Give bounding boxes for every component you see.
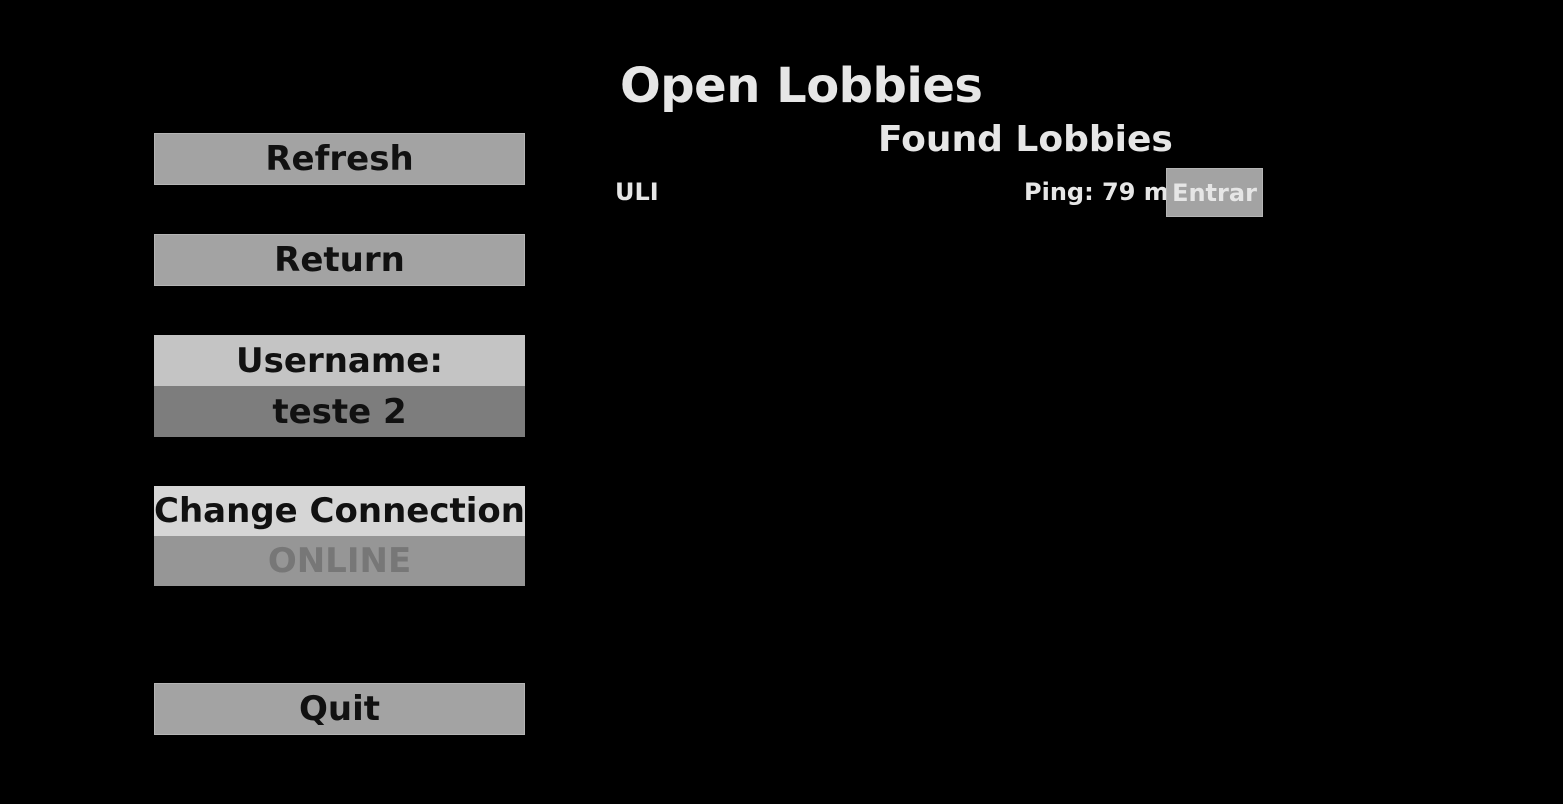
username-input[interactable]: teste 2 — [154, 386, 525, 437]
connection-status: ONLINE — [154, 536, 525, 586]
lobby-list-heading: Found Lobbies — [878, 119, 1173, 160]
list-item: ULI Ping: 79 ms Entrar — [615, 168, 1265, 218]
page-title: Open Lobbies — [620, 58, 983, 114]
change-connection-button[interactable]: Change Connection — [154, 486, 525, 536]
lobby-name: ULI — [615, 178, 659, 206]
lobby-ping: Ping: 79 ms — [1024, 178, 1184, 206]
return-button[interactable]: Return — [154, 234, 525, 286]
quit-button[interactable]: Quit — [154, 683, 525, 735]
refresh-button[interactable]: Refresh — [154, 133, 525, 185]
username-label: Username: — [154, 335, 525, 386]
join-lobby-button[interactable]: Entrar — [1166, 168, 1263, 217]
